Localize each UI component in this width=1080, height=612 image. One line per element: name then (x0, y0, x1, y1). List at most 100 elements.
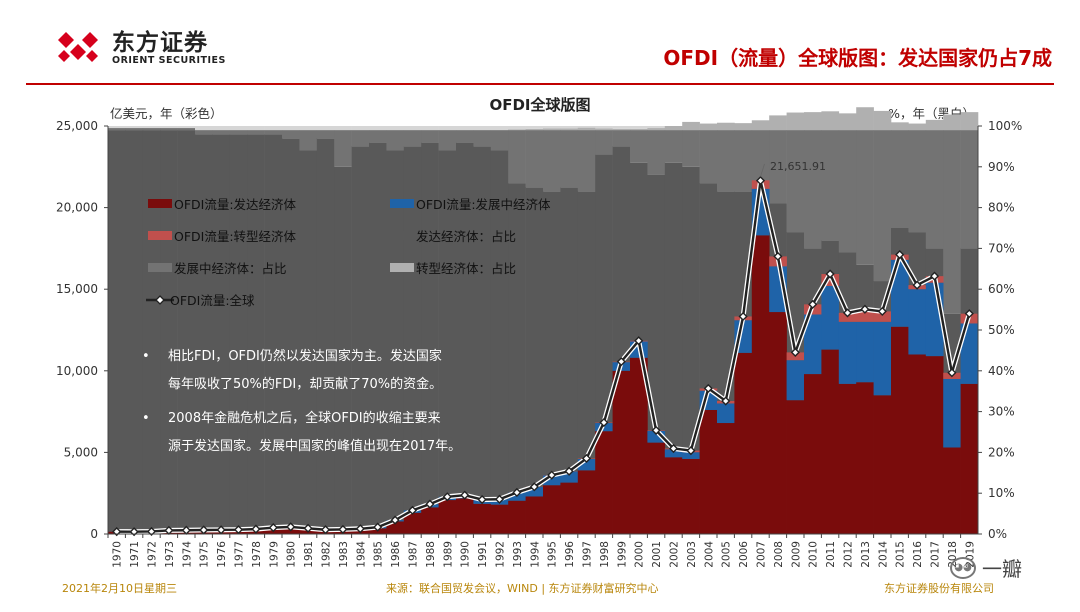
share-bar-other (177, 126, 196, 129)
x-tick-label: 1999 (616, 541, 628, 568)
share-bar-developing (456, 130, 474, 143)
share-bar-other (142, 126, 161, 129)
legend-swatch (148, 263, 172, 272)
total-point (233, 525, 244, 535)
share-bar-developed (421, 142, 439, 534)
share-bar-developing (630, 130, 648, 163)
y-left-tick-label: 10,000 (56, 364, 98, 378)
legend-label: OFDI流量:发展中经济体 (416, 197, 551, 212)
bar-developed (612, 370, 631, 534)
bar-developed (908, 354, 927, 534)
y-left-axis-label: 亿美元，年（彩色） (110, 106, 223, 121)
share-bar-developing (769, 130, 787, 204)
share-bar-developing (734, 130, 753, 192)
share-bar-transition (960, 112, 979, 131)
legend: OFDI流量:发达经济体 OFDI流量:发展中经济体 OFDI流量:转型经济体 发达经… (146, 197, 551, 308)
bar-developed (421, 507, 439, 534)
share-bar-developing (247, 130, 265, 135)
x-tick-label: 1971 (129, 541, 141, 568)
x-tick-label: 2001 (651, 541, 663, 568)
share-bar-developing (908, 130, 927, 233)
x-tick-label: 2016 (912, 541, 924, 568)
legend-label: 发展中经济体：占比 (174, 261, 287, 276)
share-bar-other (316, 126, 335, 131)
note-line: 每年吸收了50%的FDI，却贡献了70%的资金。 (168, 376, 442, 392)
total-point (547, 470, 557, 480)
share-bar-developing (786, 130, 805, 233)
bar-developing (856, 321, 874, 383)
share-bar-developed (229, 134, 248, 534)
share-bar-developing (821, 130, 840, 241)
share-bar-developed (369, 142, 387, 534)
legend-label: 转型经济体：占比 (416, 261, 516, 276)
x-tick-label: 2010 (808, 541, 820, 568)
share-bar-developed (195, 134, 213, 534)
share-bar-other (612, 126, 631, 129)
share-bar-developed (403, 146, 422, 534)
x-tick-label: 1990 (460, 541, 472, 568)
share-bar-other (160, 126, 178, 129)
bar-developed (543, 485, 561, 534)
x-tick-label: 1979 (268, 541, 280, 568)
share-bar-developing (856, 130, 874, 265)
footer-date: 2021年2月10日星期三 (62, 582, 177, 595)
notes: • 相比FDI，OFDI仍然以发达国家为主。发达国家每年吸收了50%的FDI，却贡… (142, 348, 461, 454)
x-tick-label: 1997 (582, 541, 594, 568)
note-bullet: • (142, 349, 150, 364)
share-bar-developing (386, 130, 405, 151)
total-point (303, 523, 313, 533)
y-right-tick-label: 20% (988, 445, 1015, 459)
legend-label: OFDI流量:转型经济体 (174, 229, 297, 244)
total-point (286, 522, 296, 532)
brand-logo: 东方证券 ORIENT SECURITIES (52, 28, 226, 68)
share-bar-transition (630, 128, 648, 131)
share-bar-other (282, 126, 300, 131)
legend-marker-swatch (155, 295, 165, 305)
total-point (895, 250, 905, 260)
share-bar-other (630, 126, 648, 129)
share-bar-developing (647, 130, 666, 175)
share-bar-developing (334, 130, 352, 167)
x-tick-label: 1975 (199, 541, 211, 568)
bar-developed (786, 400, 805, 534)
share-bar-other (369, 126, 387, 131)
share-bar-other (473, 126, 492, 131)
share-bar-other (212, 126, 231, 131)
y-right-tick-label: 10% (988, 486, 1015, 500)
share-bar-developing (142, 128, 161, 131)
share-bar-developing (125, 128, 144, 131)
bar-developed (525, 496, 544, 534)
bar-developed (508, 500, 526, 534)
share-bar-transition (891, 122, 909, 131)
total-point (738, 311, 748, 322)
brand-name-cn: 东方证券 (112, 29, 208, 56)
bar-developed (769, 312, 787, 534)
x-tick-label: 1987 (408, 541, 420, 568)
bar-developed (734, 352, 753, 534)
share-bar-developing (177, 128, 196, 131)
total-point (790, 347, 800, 357)
bar-developing (873, 321, 892, 396)
share-bar-transition (856, 107, 874, 131)
total-point (842, 308, 853, 318)
x-tick-label: 1995 (547, 541, 559, 568)
share-bar-developing (299, 130, 318, 151)
share-bar-transition (838, 113, 857, 131)
total-point (442, 492, 452, 502)
x-tick-label: 2012 (843, 541, 855, 568)
note-bullet: • (142, 411, 150, 426)
x-tick-label: 2006 (738, 541, 750, 568)
total-point (355, 524, 365, 534)
total-point (808, 299, 818, 309)
legend-label: 发达经济体：占比 (416, 229, 516, 244)
total-point (947, 368, 957, 378)
share-bar-other (108, 126, 126, 129)
total-point (112, 527, 122, 537)
share-bar-transition (508, 129, 526, 131)
share-bar-other (195, 126, 213, 131)
total-line-layer (112, 163, 974, 537)
bar-transition (838, 312, 857, 322)
x-tick-label: 1981 (303, 541, 315, 568)
share-bar-developing (229, 130, 248, 135)
y-right-tick-label: 90% (988, 160, 1015, 174)
